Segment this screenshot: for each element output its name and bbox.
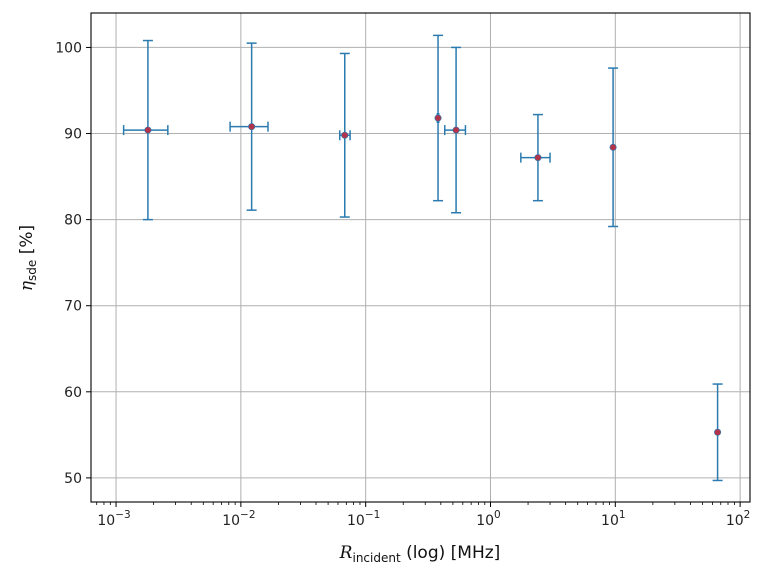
- x-tick-exponent: 1: [619, 509, 626, 521]
- y-tick-label: 100: [55, 40, 82, 56]
- x-tick-exponent: 0: [494, 509, 501, 521]
- data-point: [433, 34, 444, 202]
- x-tick-base: 10: [726, 513, 744, 529]
- data-marker: [714, 428, 722, 436]
- x-tick-label: 102: [726, 509, 751, 529]
- x-axis-label: Rincident (log) [MHz]: [339, 543, 501, 565]
- data-point: [608, 67, 619, 228]
- y-tick-label: 70: [64, 299, 82, 315]
- data-marker: [144, 126, 152, 134]
- data-point: [520, 113, 551, 202]
- x-axis-subscript: incident: [352, 551, 400, 565]
- x-axis-suffix: (log) [MHz]: [401, 543, 501, 563]
- x-tick-base: 10: [347, 513, 365, 529]
- y-tick-label: 50: [64, 471, 82, 487]
- y-axis-subscript: sde: [25, 260, 39, 281]
- data-marker: [434, 114, 442, 122]
- data-marker: [341, 131, 349, 139]
- plot-frame: [90, 12, 751, 503]
- x-tick-base: 10: [476, 513, 494, 529]
- x-tick-label: 10−3: [97, 509, 130, 529]
- data-point: [712, 383, 723, 482]
- y-tick-label: 90: [64, 127, 82, 143]
- y-tick-label: 80: [64, 213, 82, 229]
- data-marker: [248, 123, 256, 131]
- y-tick-label: 60: [64, 385, 82, 401]
- y-axis-label: ηsde [%]: [17, 225, 39, 291]
- y-axis-suffix: [%]: [17, 225, 37, 260]
- data-point: [443, 46, 467, 214]
- x-tick-label: 10−1: [347, 509, 380, 529]
- y-axis-symbol: η: [17, 280, 37, 291]
- data-point: [122, 39, 169, 221]
- x-tick-base: 10: [601, 513, 619, 529]
- data-marker: [534, 154, 542, 162]
- x-tick-exponent: −3: [115, 509, 130, 521]
- data-point: [339, 52, 351, 218]
- grid: [91, 13, 750, 502]
- x-tick-label: 100: [476, 509, 501, 529]
- x-tick-exponent: −1: [365, 509, 380, 521]
- x-tick-base: 10: [97, 513, 115, 529]
- data-marks: [122, 34, 723, 482]
- data-marker: [452, 126, 460, 134]
- x-tick-exponent: 2: [744, 509, 751, 521]
- x-tick-base: 10: [222, 513, 240, 529]
- x-tick-label: 10−2: [222, 509, 255, 529]
- data-marker: [609, 143, 617, 151]
- x-axis-symbol: R: [339, 543, 353, 563]
- x-tick-exponent: −2: [240, 509, 255, 521]
- data-point: [229, 42, 269, 211]
- x-tick-label: 101: [601, 509, 626, 529]
